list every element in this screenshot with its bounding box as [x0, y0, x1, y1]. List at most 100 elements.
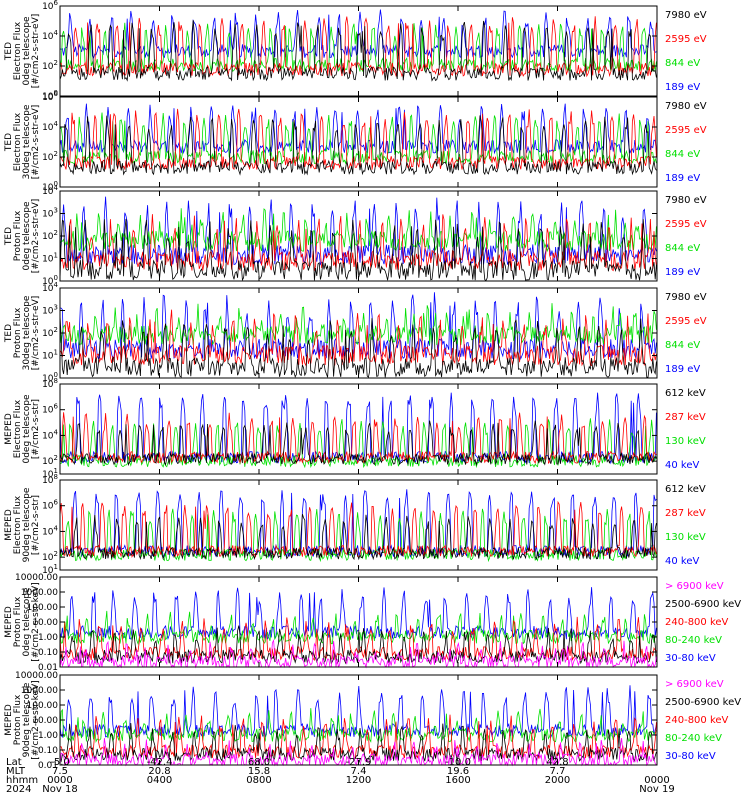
channel-label: 2500-6900 keV: [665, 599, 741, 610]
channel-label: 80-240 keV: [665, 635, 722, 646]
channel-label: 844 eV: [665, 149, 700, 160]
channel-label: 7980 eV: [665, 195, 707, 206]
y-tick-label: 103: [42, 207, 58, 220]
series-7980-ev: [59, 115, 657, 176]
y-tick-label: 1000.00: [21, 588, 58, 598]
channel-label: 189 eV: [665, 82, 700, 93]
y-tick-label: 104: [42, 524, 58, 537]
channel-label: 40 keV: [665, 460, 699, 471]
y-axis-label: Electron Flux: [13, 399, 23, 458]
y-tick-label: 102: [42, 59, 58, 72]
y-axis-label: TED: [4, 133, 14, 152]
y-tick-label: 102: [42, 454, 58, 467]
panel-2: 100 102 104 106 TED Electron Flux 30deg telesc…: [4, 90, 707, 193]
channel-label: 30-80 keV: [665, 653, 716, 664]
y-tick-label: 0.01: [38, 761, 58, 771]
series-189-ev: [59, 9, 657, 59]
x-row-label: Lat: [6, 757, 22, 768]
channel-label: 2500-6900 keV: [665, 697, 741, 708]
x-tick-label: 7.5: [52, 766, 68, 777]
panel-1: 100 102 104 106 TED Electron Flux 0deg telesco…: [4, 0, 707, 102]
x-tick-label: 7.7: [550, 766, 566, 777]
series-2500-6900-kev: [59, 722, 657, 763]
x-tick-label: 68.0: [248, 757, 270, 768]
channel-label: 7980 eV: [665, 101, 707, 112]
y-tick-label: 101: [42, 467, 58, 480]
series-2595-ev: [59, 214, 657, 272]
y-axis-label: Proton Flux: [13, 307, 23, 358]
x-tick-label: Nov 19: [639, 784, 674, 795]
y-axis-label: [#/cm2-s-str-keV]: [31, 680, 41, 759]
y-tick-label: 1000.00: [21, 686, 58, 696]
series-2595-ev: [59, 309, 657, 368]
x-tick-label: 19.6: [447, 766, 469, 777]
panel-3: 100 101 102 103 104 TED Proton Flux 0deg telesc…: [4, 184, 707, 287]
y-tick-label: 106: [42, 403, 58, 416]
x-tick-label: -42.4: [147, 757, 173, 768]
y-axis-label: [#/cm2-s-str-eV]: [31, 105, 41, 180]
y-axis-label: [#/cm2-s-str]: [31, 495, 41, 555]
channel-label: 130 keV: [665, 436, 706, 447]
series-2595-ev: [59, 16, 657, 78]
x-tick-label: 42.8: [546, 757, 568, 768]
y-tick-label: 102: [42, 550, 58, 563]
y-axis-label: 0deg telescope: [22, 587, 32, 657]
y-axis-label: 0deg telescope: [22, 394, 32, 464]
y-axis-label: MEPED: [4, 606, 14, 638]
x-tick-label: 0800: [246, 775, 271, 786]
y-tick-label: 0.01: [38, 663, 58, 673]
channel-label: 7980 eV: [665, 292, 707, 303]
y-axis-label: [#/cm2-s-str-eV]: [31, 14, 41, 89]
y-tick-label: 104: [42, 29, 58, 42]
y-tick-label: 100: [42, 274, 58, 287]
y-tick-label: 100.00: [27, 701, 59, 711]
y-tick-label: 104: [42, 281, 58, 294]
y-axis-label: 90deg telescope: [22, 487, 32, 562]
series-80-240-kev: [59, 708, 657, 744]
channel-label: 844 eV: [665, 340, 700, 351]
y-axis-label: MEPED: [4, 413, 14, 445]
x-row-label: hhmm: [6, 775, 38, 786]
y-axis-label: Electron Flux: [13, 21, 23, 80]
channel-label: 612 keV: [665, 484, 706, 495]
y-tick-label: 104: [42, 120, 58, 133]
y-axis-label: Electron Flux: [13, 495, 23, 554]
channel-label: 130 keV: [665, 532, 706, 543]
channel-label: > 6900 keV: [665, 679, 724, 690]
y-axis-label: 0deg telescope: [22, 16, 32, 86]
y-tick-label: 101: [42, 349, 58, 362]
y-axis-label: TED: [4, 42, 14, 61]
channel-label: 844 eV: [665, 58, 700, 69]
y-axis-label: 30deg telescope: [22, 104, 32, 179]
y-tick-label: 10000.00: [15, 573, 58, 583]
panel-4: 100 101 102 103 104 TED Proton Flux 30deg teles…: [4, 281, 707, 384]
x-tick-label: 1600: [445, 775, 470, 786]
y-axis-label: [#/cm2-s-str-eV]: [31, 296, 41, 371]
series-30-80-kev: [59, 685, 657, 739]
channel-label: 80-240 keV: [665, 733, 722, 744]
y-tick-label: 101: [42, 252, 58, 265]
x-tick-label: 2000: [545, 775, 570, 786]
series-189-ev: [59, 103, 657, 155]
y-axis-label: 30deg telescope: [22, 295, 32, 370]
series-2500-6900-kev: [59, 625, 657, 665]
y-tick-label: 103: [42, 304, 58, 317]
panel-8: 0.01 0.10 1.00 10.00 100.00 1000.00 10000.00 ME…: [4, 671, 741, 771]
channel-label: 189 eV: [665, 364, 700, 375]
x-tick-label: 20.8: [148, 766, 170, 777]
y-axis-label: Proton Flux: [13, 694, 23, 745]
channel-label: 2595 eV: [665, 219, 707, 230]
channel-label: > 6900 keV: [665, 581, 724, 592]
y-tick-label: 1.00: [38, 731, 58, 741]
channel-label: 2595 eV: [665, 316, 707, 327]
channel-label: 287 keV: [665, 508, 706, 519]
series-189-ev: [59, 196, 657, 267]
y-axis-label: TED: [4, 227, 14, 246]
x-tick-label: 0400: [147, 775, 172, 786]
channel-label: 240-800 keV: [665, 715, 729, 726]
x-row-label: 2024: [6, 784, 31, 795]
y-axis-label: Proton Flux: [13, 210, 23, 261]
